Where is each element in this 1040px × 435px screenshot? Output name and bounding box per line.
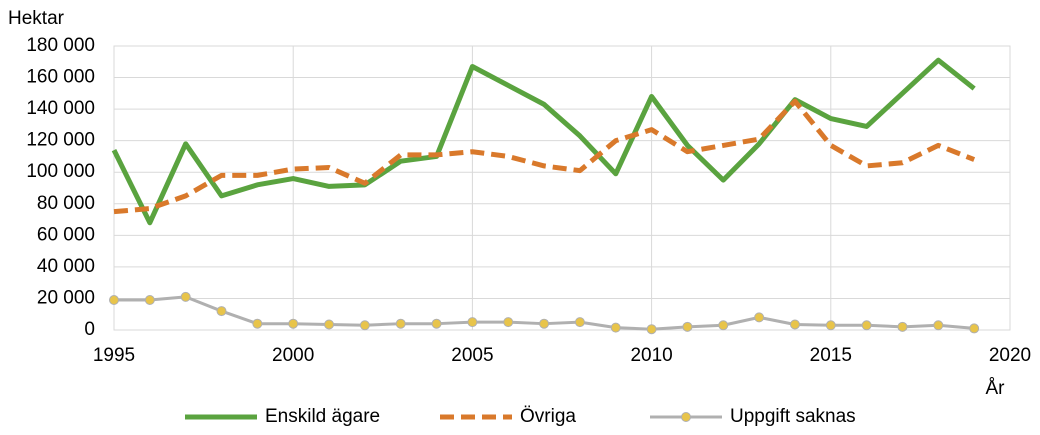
- legend-marker: [681, 412, 691, 422]
- y-tick-label: 100 000: [26, 161, 95, 182]
- y-tick-label: 160 000: [26, 67, 95, 88]
- data-point: [718, 320, 729, 331]
- data-point: [288, 318, 299, 329]
- data-point: [825, 320, 836, 331]
- data-point: [610, 322, 621, 333]
- x-tick-label: 2020: [989, 345, 1031, 366]
- data-point: [682, 321, 693, 332]
- x-tick-label: 2015: [810, 345, 852, 366]
- y-tick-label: 180 000: [26, 35, 95, 56]
- data-point: [933, 320, 944, 331]
- data-point: [431, 318, 442, 329]
- y-tick-label: 80 000: [37, 193, 95, 214]
- data-point: [359, 320, 370, 331]
- legend-label: Enskild ägare: [265, 406, 380, 427]
- data-point: [861, 320, 872, 331]
- x-tick-label: 2005: [451, 345, 493, 366]
- plot-frame: [113, 45, 1011, 331]
- series-line: [113, 98, 976, 215]
- x-tick-label: 1995: [93, 345, 135, 366]
- data-point: [180, 291, 191, 302]
- data-point: [144, 295, 155, 306]
- data-point: [646, 324, 657, 335]
- y-tick-label: 40 000: [37, 256, 95, 277]
- data-point: [969, 323, 980, 334]
- data-point: [395, 318, 406, 329]
- x-tick-label: 2000: [272, 345, 314, 366]
- data-point: [503, 317, 514, 328]
- y-tick-label: 120 000: [26, 130, 95, 151]
- y-tick-label: 60 000: [37, 224, 95, 245]
- legend-label: Uppgift saknas: [730, 406, 856, 427]
- series-line: [111, 57, 976, 226]
- data-point: [109, 295, 119, 306]
- y-axis-label: Hektar: [8, 8, 65, 29]
- data-point: [252, 318, 263, 329]
- data-point: [574, 317, 585, 328]
- legend-label: Övriga: [520, 406, 576, 427]
- y-tick-label: 20 000: [37, 287, 95, 308]
- y-tick-label: 140 000: [26, 98, 95, 119]
- data-point: [324, 319, 335, 330]
- y-tick-label: 0: [84, 319, 95, 340]
- data-point: [789, 319, 800, 330]
- x-axis-label: År: [986, 378, 1006, 399]
- data-point: [754, 312, 765, 323]
- data-point: [539, 318, 550, 329]
- data-point: [897, 321, 908, 332]
- data-point: [467, 317, 478, 328]
- x-tick-label: 2010: [630, 345, 672, 366]
- data-point: [216, 306, 227, 317]
